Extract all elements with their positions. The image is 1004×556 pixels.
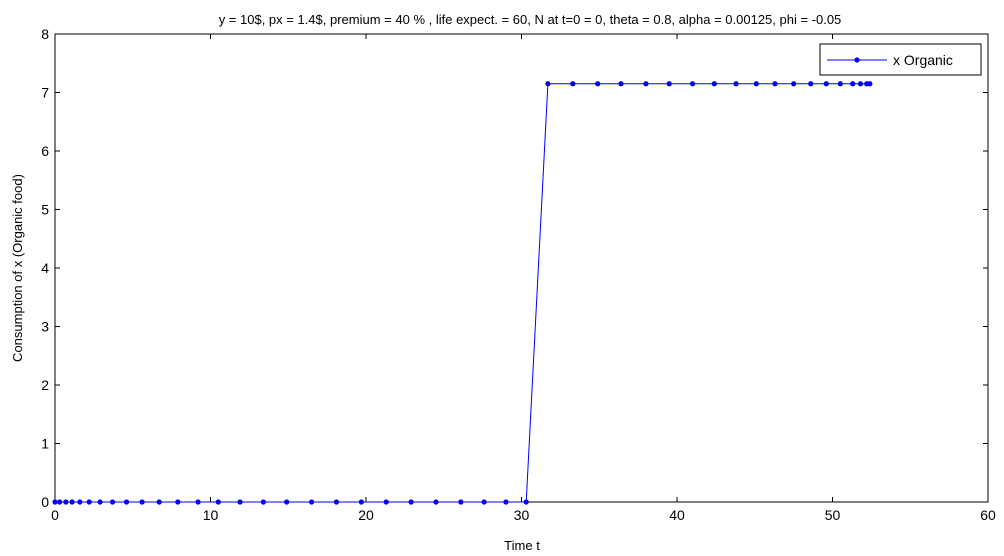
data-point xyxy=(711,81,717,87)
data-point xyxy=(195,499,201,505)
data-point xyxy=(808,81,814,87)
data-point xyxy=(97,499,103,505)
y-tick-label: 3 xyxy=(41,319,49,335)
data-point xyxy=(857,81,864,87)
data-point xyxy=(308,499,315,505)
y-tick-label: 4 xyxy=(41,260,49,276)
x-tick-label: 50 xyxy=(825,507,841,523)
x-axis-label: Time t xyxy=(504,538,540,553)
data-point xyxy=(595,81,601,87)
data-point xyxy=(523,499,529,505)
axes-frame xyxy=(54,33,989,503)
data-point xyxy=(837,81,843,87)
data-point xyxy=(408,499,414,505)
data-point xyxy=(156,499,162,505)
data-point xyxy=(69,499,75,505)
data-point xyxy=(433,499,439,505)
data-point xyxy=(481,499,487,505)
data-point xyxy=(643,81,649,87)
data-point xyxy=(86,499,92,505)
x-tick-label: 20 xyxy=(358,507,374,523)
data-point xyxy=(63,499,69,505)
data-point xyxy=(733,81,739,87)
y-axis-label: Consumption of x (Organic food) xyxy=(10,174,25,362)
data-point xyxy=(791,81,797,87)
data-point xyxy=(237,499,243,505)
data-point xyxy=(753,81,759,87)
data-point xyxy=(358,499,364,505)
y-tick-label: 7 xyxy=(41,85,49,101)
data-point xyxy=(570,81,576,87)
y-tick-label: 0 xyxy=(41,494,49,510)
legend-box xyxy=(819,43,982,76)
data-point xyxy=(57,499,63,505)
data-point xyxy=(867,81,873,87)
data-point xyxy=(333,499,340,505)
data-point xyxy=(618,81,624,87)
data-point xyxy=(666,81,672,87)
data-point xyxy=(383,499,389,505)
data-point xyxy=(139,499,145,505)
data-point xyxy=(123,499,130,505)
chart-title: y = 10$, px = 1.4$, premium = 40 % , lif… xyxy=(219,12,842,27)
data-point xyxy=(545,81,551,87)
data-point xyxy=(284,499,290,505)
data-point xyxy=(52,499,58,505)
y-tick-label: 2 xyxy=(41,377,49,393)
data-point xyxy=(823,81,829,87)
legend: x Organic xyxy=(819,43,982,76)
data-point xyxy=(503,499,509,505)
data-point xyxy=(689,81,696,87)
x-tick-label: 30 xyxy=(514,507,530,523)
plot-area: 0 10 20 30 40 50 60 0 1 2 3 4 5 6 7 8 xyxy=(41,26,996,523)
x-tick-label: 0 xyxy=(51,507,59,523)
y-tick-label: 8 xyxy=(41,26,49,42)
x-tick-label: 40 xyxy=(669,507,685,523)
data-point xyxy=(175,499,181,505)
x-tick-label: 10 xyxy=(203,507,219,523)
y-tick-label: 6 xyxy=(41,143,49,159)
data-point xyxy=(850,81,856,87)
y-tick-label: 5 xyxy=(41,202,49,218)
data-point xyxy=(215,499,221,505)
y-tick-label: 1 xyxy=(41,436,49,452)
data-point xyxy=(772,81,778,87)
data-point xyxy=(109,499,116,505)
series-line xyxy=(55,83,870,503)
legend-label: x Organic xyxy=(893,52,953,68)
data-point xyxy=(458,499,464,505)
data-point xyxy=(260,499,266,505)
data-point xyxy=(77,499,83,505)
x-tick-label: 60 xyxy=(980,507,996,523)
legend-marker-sample xyxy=(854,57,860,63)
